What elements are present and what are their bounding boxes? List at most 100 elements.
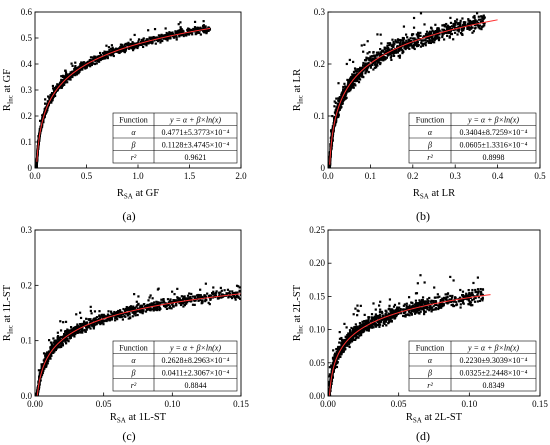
data-point bbox=[445, 28, 449, 31]
data-point bbox=[74, 65, 77, 68]
data-point bbox=[65, 333, 68, 337]
data-point bbox=[460, 29, 464, 32]
data-point bbox=[93, 56, 96, 59]
data-point bbox=[183, 297, 187, 300]
data-point bbox=[166, 298, 170, 301]
data-point bbox=[441, 35, 444, 39]
data-point bbox=[175, 30, 178, 33]
data-point bbox=[377, 51, 380, 54]
x-axis-label: RSA at LR bbox=[413, 188, 455, 201]
data-point bbox=[58, 82, 62, 85]
data-point bbox=[392, 45, 395, 48]
data-point bbox=[236, 294, 239, 297]
plot-frame bbox=[34, 229, 242, 397]
data-point bbox=[41, 124, 44, 127]
data-point bbox=[141, 310, 144, 313]
data-point bbox=[106, 313, 110, 316]
data-point bbox=[454, 20, 457, 23]
data-point bbox=[476, 12, 479, 15]
data-point bbox=[380, 51, 383, 54]
data-point bbox=[59, 329, 63, 332]
data-point bbox=[341, 98, 344, 101]
data-point bbox=[434, 29, 438, 33]
data-point bbox=[434, 7, 436, 9]
data-point bbox=[391, 38, 394, 41]
data-point bbox=[94, 317, 97, 320]
data-point bbox=[90, 59, 93, 62]
data-point bbox=[414, 43, 417, 46]
data-point bbox=[202, 27, 205, 30]
data-point bbox=[418, 38, 421, 41]
data-point bbox=[402, 43, 405, 46]
data-point bbox=[387, 46, 390, 50]
data-point bbox=[65, 332, 68, 335]
data-point bbox=[423, 311, 426, 314]
data-point bbox=[167, 304, 170, 307]
data-point bbox=[63, 76, 66, 79]
data-point bbox=[126, 42, 129, 45]
data-point bbox=[44, 98, 47, 101]
data-point bbox=[49, 348, 52, 352]
data-point bbox=[112, 314, 115, 317]
data-point bbox=[67, 340, 70, 343]
data-point bbox=[69, 335, 72, 338]
data-point bbox=[88, 318, 92, 321]
data-point bbox=[207, 301, 210, 304]
data-point bbox=[51, 84, 55, 88]
data-point bbox=[92, 62, 95, 65]
data-point bbox=[120, 48, 124, 51]
data-point bbox=[382, 50, 385, 53]
data-point bbox=[100, 320, 103, 323]
data-point bbox=[330, 136, 333, 139]
data-point bbox=[64, 73, 68, 76]
data-point bbox=[50, 345, 53, 349]
data-point bbox=[97, 320, 100, 323]
data-point bbox=[420, 42, 423, 45]
data-point bbox=[397, 38, 400, 41]
x-tick-label: 1.0 bbox=[132, 171, 144, 181]
data-point bbox=[234, 298, 237, 301]
data-point bbox=[50, 344, 54, 347]
data-point bbox=[386, 54, 389, 57]
data-point bbox=[101, 52, 105, 55]
data-point bbox=[473, 16, 476, 19]
data-point bbox=[477, 26, 480, 29]
data-point bbox=[55, 87, 58, 90]
data-point bbox=[480, 291, 483, 294]
data-point bbox=[419, 45, 423, 48]
table-cell: r² bbox=[427, 153, 433, 162]
data-point bbox=[223, 289, 226, 292]
data-point bbox=[73, 335, 76, 338]
data-point bbox=[419, 34, 422, 37]
data-point bbox=[45, 352, 48, 355]
data-point bbox=[35, 165, 38, 168]
data-point bbox=[207, 26, 210, 29]
data-point bbox=[471, 288, 474, 292]
data-point bbox=[339, 98, 342, 102]
data-point bbox=[128, 46, 131, 49]
data-point bbox=[135, 305, 138, 308]
data-point bbox=[71, 64, 74, 67]
data-point bbox=[171, 33, 175, 36]
data-point bbox=[468, 23, 472, 26]
data-point bbox=[466, 24, 469, 27]
data-point bbox=[364, 67, 367, 70]
data-point bbox=[131, 47, 135, 50]
data-point bbox=[94, 323, 97, 326]
data-point bbox=[375, 63, 379, 66]
data-point bbox=[206, 29, 209, 32]
y-tick-label: 0.2 bbox=[314, 59, 325, 69]
data-point bbox=[112, 49, 115, 52]
data-point bbox=[447, 8, 449, 10]
data-point bbox=[116, 318, 119, 321]
data-point bbox=[58, 86, 61, 89]
data-point bbox=[151, 297, 154, 300]
data-point bbox=[220, 295, 223, 298]
data-point bbox=[87, 326, 90, 329]
data-point bbox=[397, 55, 400, 58]
data-point bbox=[421, 44, 425, 47]
table-cell: 0.8998 bbox=[483, 153, 505, 162]
x-tick-label: 2.0 bbox=[235, 171, 247, 181]
data-point bbox=[114, 311, 117, 314]
data-point bbox=[358, 72, 361, 75]
